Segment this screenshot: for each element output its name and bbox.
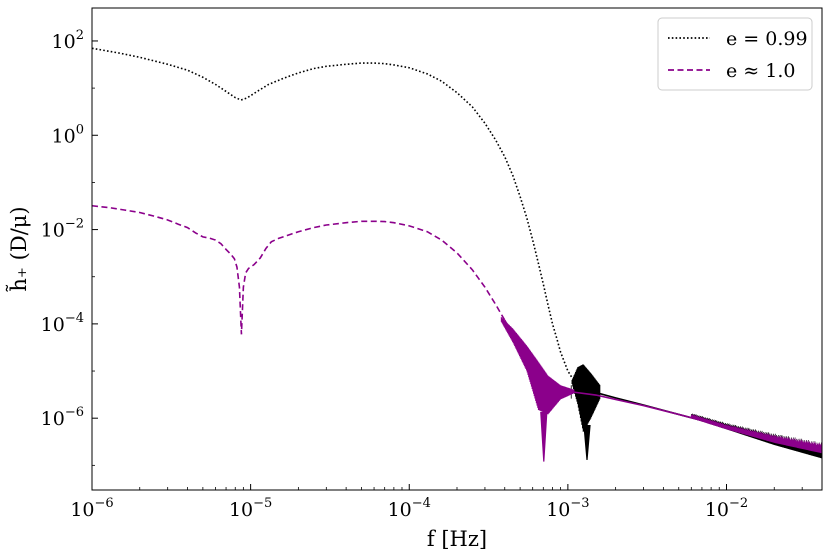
series-1: [92, 47, 822, 461]
y-tick-label: 10−4: [41, 311, 84, 336]
x-axis-label: f [Hz]: [427, 527, 487, 551]
series-1-line: [92, 47, 587, 400]
legend-box: [657, 17, 813, 91]
y-tick-label: 102: [52, 28, 84, 53]
x-tick-label: 10−2: [705, 496, 748, 521]
series-2-band: [500, 316, 575, 415]
series-1-notch: [583, 424, 591, 461]
x-tick-label: 10−3: [546, 496, 589, 521]
plot-layer: [92, 47, 822, 462]
legend-label-2: e ≈ 1.0: [726, 60, 795, 82]
y-tick-label: 10−6: [41, 405, 84, 430]
x-tick-label: 10−6: [70, 496, 113, 521]
series-2-line: [92, 204, 506, 335]
x-tick-label: 10−4: [388, 496, 431, 521]
series-2-tail-spread: [690, 414, 822, 454]
y-axis-label: h̃₊ (D/μ): [6, 206, 31, 292]
x-tick-label: 10−5: [229, 496, 272, 521]
series-2: [92, 204, 822, 462]
y-tick-label: 10−2: [41, 217, 84, 242]
series-2-notch: [540, 411, 548, 462]
y-tick-label: 100: [52, 122, 84, 147]
legend: e = 0.99 e ≈ 1.0: [657, 17, 813, 91]
series-1-band: [570, 364, 601, 432]
ticks-layer: 10−6 10−5 10−4 10−3 10−2 102 100 10−2 10−4 10−6: [41, 28, 803, 521]
legend-label-1: e = 0.99: [726, 28, 808, 50]
